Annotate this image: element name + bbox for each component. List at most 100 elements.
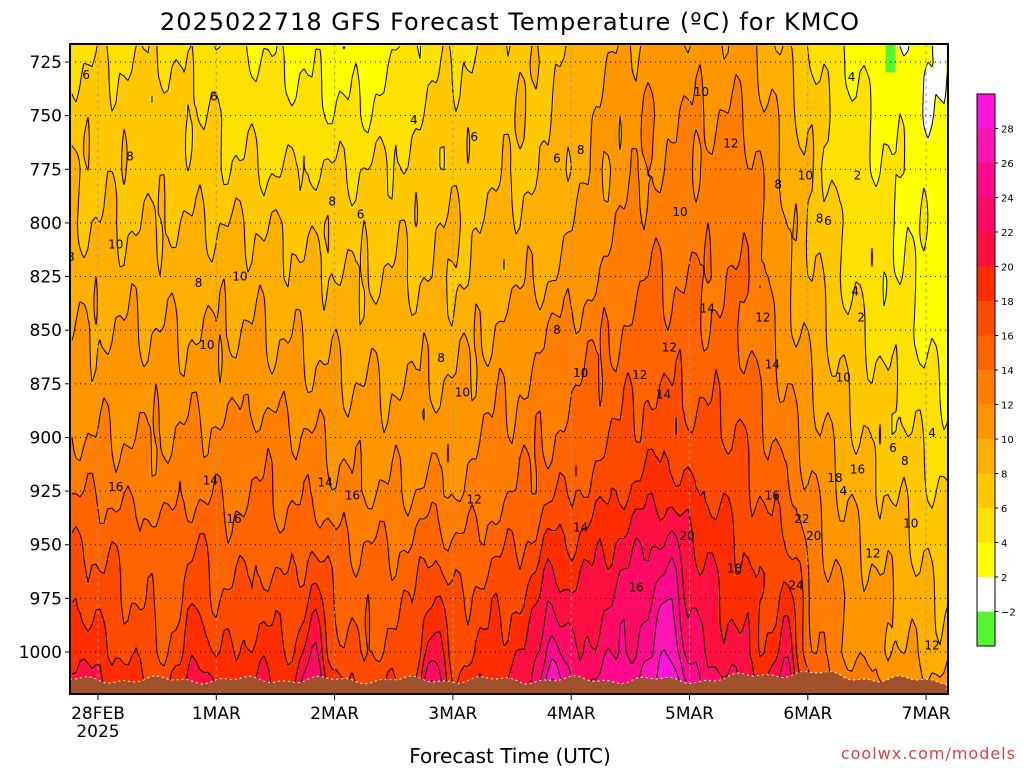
field-cell xyxy=(598,56,603,61)
field-cell xyxy=(158,84,163,89)
field-cell xyxy=(130,120,135,125)
field-cell xyxy=(70,44,75,49)
field-cell xyxy=(554,88,559,93)
field-cell xyxy=(586,48,591,53)
field-cell xyxy=(558,128,563,133)
field-cell xyxy=(554,52,559,57)
field-cell xyxy=(494,64,499,69)
field-cell xyxy=(458,52,463,57)
field-cell xyxy=(334,72,339,77)
field-cell xyxy=(670,104,675,109)
field-cell xyxy=(394,132,399,137)
field-cell xyxy=(138,112,143,117)
field-cell xyxy=(506,124,511,129)
field-cell xyxy=(686,76,691,81)
field-cell xyxy=(266,72,271,77)
field-cell xyxy=(162,84,167,89)
field-cell xyxy=(150,68,155,73)
field-cell xyxy=(550,76,555,81)
field-cell xyxy=(870,72,875,77)
field-cell xyxy=(878,116,883,121)
field-cell xyxy=(926,56,931,61)
field-cell xyxy=(398,112,403,117)
field-cell xyxy=(858,88,863,93)
field-cell xyxy=(570,56,575,61)
field-cell xyxy=(134,80,139,85)
field-cell xyxy=(630,104,635,109)
field-cell xyxy=(710,56,715,61)
field-cell xyxy=(278,128,283,133)
field-cell xyxy=(390,120,395,125)
field-cell xyxy=(790,64,795,69)
field-cell xyxy=(438,88,443,93)
field-cell xyxy=(254,52,259,57)
field-cell xyxy=(714,88,719,93)
field-cell xyxy=(482,68,487,73)
field-cell xyxy=(706,44,711,49)
field-cell xyxy=(226,84,231,89)
field-cell xyxy=(102,116,107,121)
field-cell xyxy=(626,44,631,49)
field-cell xyxy=(662,100,667,105)
field-cell xyxy=(234,92,239,97)
field-cell xyxy=(694,44,699,49)
field-cell xyxy=(914,60,919,65)
field-cell xyxy=(782,44,787,49)
field-cell xyxy=(586,64,591,69)
field-cell xyxy=(314,128,319,133)
field-cell xyxy=(218,124,223,129)
field-cell xyxy=(890,124,895,129)
field-cell xyxy=(838,52,843,57)
field-cell xyxy=(574,68,579,73)
field-cell xyxy=(762,88,767,93)
field-cell xyxy=(790,100,795,105)
field-cell xyxy=(914,84,919,89)
field-cell xyxy=(102,88,107,93)
field-cell xyxy=(338,68,343,73)
field-cell xyxy=(378,80,383,85)
field-cell xyxy=(582,48,587,53)
field-cell xyxy=(866,48,871,53)
field-cell xyxy=(102,60,107,65)
field-cell xyxy=(626,96,631,101)
field-cell xyxy=(278,68,283,73)
field-cell xyxy=(750,116,755,121)
field-cell xyxy=(618,132,623,137)
field-cell xyxy=(514,128,519,133)
field-cell xyxy=(262,116,267,121)
field-cell xyxy=(226,48,231,53)
field-cell xyxy=(298,76,303,81)
field-cell xyxy=(378,72,383,77)
field-cell xyxy=(834,44,839,49)
field-cell xyxy=(810,52,815,57)
field-cell xyxy=(394,76,399,81)
field-cell xyxy=(226,60,231,65)
field-cell xyxy=(354,108,359,113)
field-cell xyxy=(878,52,883,57)
field-cell xyxy=(146,120,151,125)
field-cell xyxy=(686,60,691,65)
field-cell xyxy=(774,76,779,81)
field-cell xyxy=(542,128,547,133)
field-cell xyxy=(582,64,587,69)
field-cell xyxy=(842,76,847,81)
field-cell xyxy=(506,96,511,101)
field-cell xyxy=(494,116,499,121)
field-cell xyxy=(854,104,859,109)
field-cell xyxy=(234,60,239,65)
field-cell xyxy=(202,124,207,129)
field-cell xyxy=(634,124,639,129)
field-cell xyxy=(386,104,391,109)
field-cell xyxy=(130,116,135,121)
field-cell xyxy=(74,76,79,81)
field-cell xyxy=(802,108,807,113)
field-cell xyxy=(602,88,607,93)
field-cell xyxy=(750,84,755,89)
field-cell xyxy=(146,44,151,49)
field-cell xyxy=(690,124,695,129)
field-cell xyxy=(794,76,799,81)
field-cell xyxy=(402,92,407,97)
field-cell xyxy=(102,68,107,73)
field-cell xyxy=(314,100,319,105)
field-cell xyxy=(130,100,135,105)
